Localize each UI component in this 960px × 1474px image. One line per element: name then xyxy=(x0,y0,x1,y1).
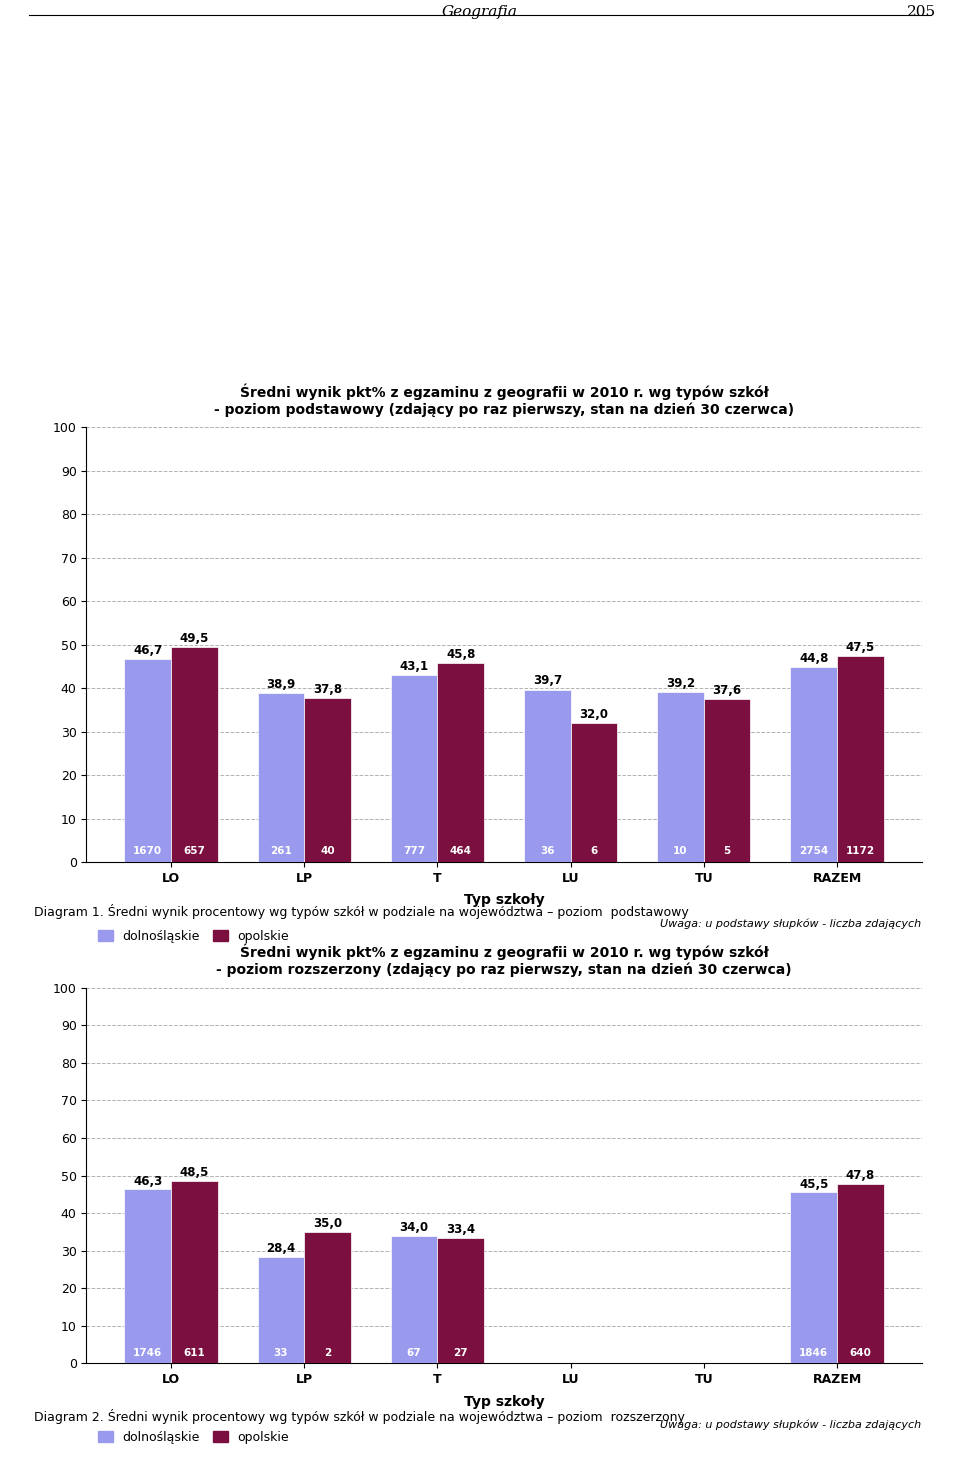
Text: 2: 2 xyxy=(324,1347,331,1358)
Text: 33,4: 33,4 xyxy=(446,1223,475,1237)
Text: 261: 261 xyxy=(270,846,292,856)
Bar xyxy=(790,668,837,862)
Bar xyxy=(570,724,617,862)
Text: 47,8: 47,8 xyxy=(846,1169,875,1182)
Text: 46,7: 46,7 xyxy=(133,644,162,657)
Text: 611: 611 xyxy=(183,1347,205,1358)
Text: Diagram 1. Średni wynik procentowy wg typów szkół w podziale na województwa – po: Diagram 1. Średni wynik procentowy wg ty… xyxy=(34,904,688,918)
Text: 39,2: 39,2 xyxy=(666,677,695,690)
Text: 777: 777 xyxy=(403,846,425,856)
Text: 205: 205 xyxy=(907,4,936,19)
Bar xyxy=(790,1192,837,1363)
Text: 1172: 1172 xyxy=(846,846,875,856)
Text: 45,5: 45,5 xyxy=(799,1178,828,1191)
Text: 40: 40 xyxy=(321,846,335,856)
Text: 27: 27 xyxy=(453,1347,468,1358)
Text: 48,5: 48,5 xyxy=(180,1166,209,1179)
Text: 10: 10 xyxy=(673,846,687,856)
Text: Uwaga: u podstawy słupków - liczba zdających: Uwaga: u podstawy słupków - liczba zdają… xyxy=(660,1419,922,1430)
Bar xyxy=(171,647,218,862)
Bar xyxy=(837,1184,883,1363)
Text: 37,6: 37,6 xyxy=(712,684,742,697)
Bar xyxy=(304,697,350,862)
Text: 38,9: 38,9 xyxy=(266,678,296,691)
Text: 2754: 2754 xyxy=(799,846,828,856)
Text: 49,5: 49,5 xyxy=(180,632,209,646)
Text: 45,8: 45,8 xyxy=(446,649,475,660)
Bar xyxy=(257,693,304,862)
Text: 464: 464 xyxy=(449,846,471,856)
Title: Średni wynik pkt% z egzaminu z geografii w 2010 r. wg typów szkół
- poziom rozsz: Średni wynik pkt% z egzaminu z geografii… xyxy=(216,943,792,977)
Text: 47,5: 47,5 xyxy=(846,641,875,653)
Text: 67: 67 xyxy=(407,1347,421,1358)
Bar xyxy=(125,1190,171,1363)
Bar xyxy=(391,1235,438,1363)
Bar xyxy=(171,1181,218,1363)
Text: 1670: 1670 xyxy=(133,846,162,856)
Text: 32,0: 32,0 xyxy=(580,708,609,721)
Bar xyxy=(704,699,751,862)
X-axis label: Typ szkoły: Typ szkoły xyxy=(464,893,544,908)
Bar xyxy=(837,656,883,862)
Bar xyxy=(304,1232,350,1363)
Text: 39,7: 39,7 xyxy=(533,675,562,687)
Bar xyxy=(257,1257,304,1363)
Text: 36: 36 xyxy=(540,846,555,856)
Bar xyxy=(125,659,171,862)
Text: 640: 640 xyxy=(850,1347,872,1358)
Text: 33: 33 xyxy=(274,1347,288,1358)
Text: Diagram 2. Średni wynik procentowy wg typów szkół w podziale na województwa – po: Diagram 2. Średni wynik procentowy wg ty… xyxy=(34,1409,684,1424)
Text: 1746: 1746 xyxy=(133,1347,162,1358)
Text: Uwaga: u podstawy słupków - liczba zdających: Uwaga: u podstawy słupków - liczba zdają… xyxy=(660,918,922,929)
Text: 34,0: 34,0 xyxy=(399,1220,429,1234)
Text: 6: 6 xyxy=(590,846,597,856)
Legend: dolnośląskie, opolskie: dolnośląskie, opolskie xyxy=(93,1425,294,1449)
Text: 43,1: 43,1 xyxy=(399,660,429,672)
Text: 5: 5 xyxy=(724,846,731,856)
Bar xyxy=(438,1238,484,1363)
Bar xyxy=(658,691,704,862)
X-axis label: Typ szkoły: Typ szkoły xyxy=(464,1394,544,1409)
Title: Średni wynik pkt% z egzaminu z geografii w 2010 r. wg typów szkół
- poziom podst: Średni wynik pkt% z egzaminu z geografii… xyxy=(214,383,794,417)
Text: 46,3: 46,3 xyxy=(133,1175,162,1188)
Bar xyxy=(524,690,570,862)
Bar xyxy=(438,663,484,862)
Legend: dolnośląskie, opolskie: dolnośląskie, opolskie xyxy=(93,926,294,948)
Text: 657: 657 xyxy=(183,846,205,856)
Text: 35,0: 35,0 xyxy=(313,1218,342,1229)
Bar xyxy=(391,675,438,862)
Text: 28,4: 28,4 xyxy=(266,1241,296,1254)
Text: 37,8: 37,8 xyxy=(313,682,342,696)
Text: 1846: 1846 xyxy=(799,1347,828,1358)
Text: 44,8: 44,8 xyxy=(799,653,828,665)
Text: Geografia: Geografia xyxy=(442,4,518,19)
